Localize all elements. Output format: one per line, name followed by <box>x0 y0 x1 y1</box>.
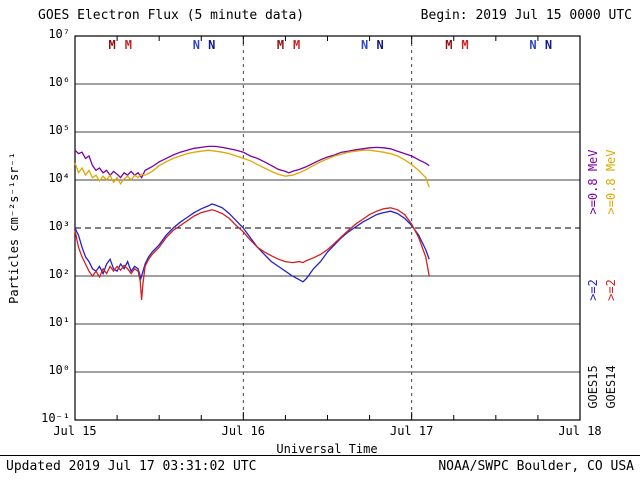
y-tick-label: 10⁶ <box>48 75 70 89</box>
series-goes14-2-mev <box>74 207 430 301</box>
x-tick-label: Jul 18 <box>558 424 602 438</box>
noon-marker: N <box>208 38 215 52</box>
footer-divider <box>0 455 640 456</box>
y-tick-label: 10⁰ <box>48 363 70 377</box>
series-goes15-0-8-mev <box>74 145 430 179</box>
y-tick-label: 10⁻¹ <box>41 411 70 425</box>
midnight-marker: M <box>277 38 284 52</box>
legend-goes15-label: GOES15 <box>586 365 600 409</box>
noon-marker: N <box>361 38 368 52</box>
legend-goes14-energy-high: >=0.8 MeV <box>604 149 618 215</box>
legend-goes14-energy-low: >=2 <box>604 279 618 301</box>
midnight-marker: M <box>293 38 300 52</box>
legend-goes14-label: GOES14 <box>604 365 618 409</box>
y-tick-label: 10⁵ <box>48 123 70 137</box>
noon-marker: N <box>529 38 536 52</box>
midnight-marker: M <box>461 38 468 52</box>
midnight-marker: M <box>445 38 452 52</box>
legend-goes15-energy-low: >=2 <box>586 279 600 301</box>
x-tick-label: Jul 15 <box>53 424 97 438</box>
y-tick-label: 10⁴ <box>48 171 70 185</box>
series-goes15-2-mev <box>74 203 430 283</box>
series-goes14-0-8-mev <box>74 149 430 188</box>
updated-timestamp: Updated 2019 Jul 17 03:31:02 UTC <box>6 459 257 474</box>
noon-marker: N <box>545 38 552 52</box>
chart-title: GOES Electron Flux (5 minute data) <box>38 8 305 23</box>
begin-time-label: Begin: 2019 Jul 15 0000 UTC <box>420 8 632 23</box>
legend-goes15-energy-high: >=0.8 MeV <box>586 149 600 215</box>
y-tick-label: 10³ <box>48 219 70 233</box>
noon-marker: N <box>376 38 383 52</box>
x-tick-label: Jul 16 <box>221 424 265 438</box>
x-tick-label: Jul 17 <box>389 424 434 438</box>
x-axis-title: Universal Time <box>276 442 378 456</box>
y-tick-label: 10² <box>48 267 70 281</box>
midnight-marker: M <box>125 38 132 52</box>
source-attribution: NOAA/SWPC Boulder, CO USA <box>438 459 634 474</box>
midnight-marker: M <box>109 38 116 52</box>
y-tick-label: 10¹ <box>48 315 70 329</box>
y-tick-label: 10⁷ <box>48 27 70 41</box>
y-axis-title: Particles cm⁻²s⁻¹sr⁻¹ <box>7 152 21 304</box>
noon-marker: N <box>193 38 200 52</box>
